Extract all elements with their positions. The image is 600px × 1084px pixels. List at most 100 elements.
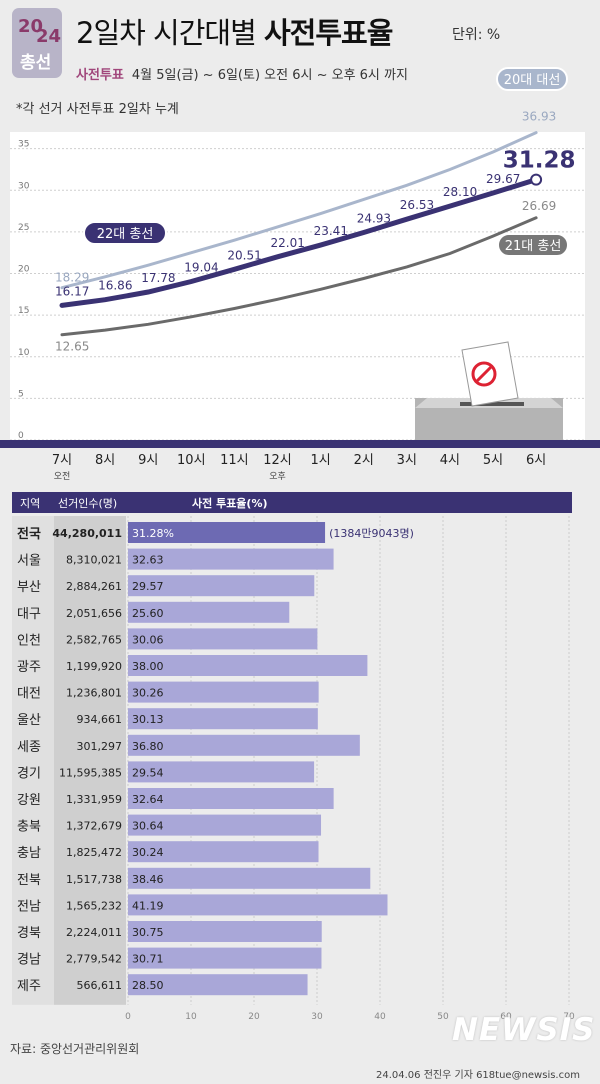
bar bbox=[128, 947, 322, 969]
legend-badge: 20대 대선 bbox=[496, 67, 568, 91]
voters-label: 2,051,656 bbox=[66, 607, 122, 620]
source-note: 자료: 중앙선거관리위원회 bbox=[10, 1042, 140, 1056]
x-tick-sublabel: 오후 bbox=[269, 471, 286, 482]
point-label: 26.53 bbox=[400, 198, 434, 212]
point-label: 24.93 bbox=[357, 211, 391, 225]
region-label: 대구 bbox=[17, 607, 41, 622]
y-tick-label: 5 bbox=[18, 389, 24, 399]
bar-value-label: 38.46 bbox=[132, 873, 164, 886]
bar-x-tick: 0 bbox=[125, 1012, 131, 1022]
voters-label: 566,611 bbox=[77, 979, 123, 992]
credit-line: 24.04.06 전진우 기자 618tue@newsis.com bbox=[376, 1070, 580, 1081]
region-label: 경북 bbox=[17, 926, 41, 941]
region-label: 충남 bbox=[17, 846, 41, 861]
bar bbox=[128, 628, 318, 650]
x-tick-label: 2시 bbox=[354, 453, 374, 468]
bar-x-tick: 10 bbox=[185, 1012, 197, 1022]
y-tick-label: 25 bbox=[18, 223, 29, 233]
bar-value-label: 28.50 bbox=[132, 979, 164, 992]
point-label: 16.17 bbox=[55, 284, 89, 298]
x-tick-label: 8시 bbox=[95, 453, 115, 468]
x-tick-label: 5시 bbox=[483, 453, 503, 468]
bar-value-label: 36.80 bbox=[132, 740, 164, 753]
header-region: 지역 bbox=[20, 497, 41, 510]
voters-label: 1,199,920 bbox=[66, 660, 122, 673]
unit-label: 단위: % bbox=[452, 27, 501, 43]
bar-value-label: 29.54 bbox=[132, 766, 164, 779]
point-label: 31.28 bbox=[503, 148, 576, 174]
point-label: 36.93 bbox=[522, 110, 556, 124]
bar bbox=[128, 681, 319, 703]
bar bbox=[128, 974, 308, 996]
logo-word: 총선 bbox=[20, 53, 51, 73]
bar-value-label: 30.71 bbox=[132, 953, 164, 966]
bar bbox=[128, 921, 322, 942]
bar-x-tick: 20 bbox=[248, 1012, 260, 1022]
bar-value-label: 30.64 bbox=[132, 820, 164, 833]
point-label: 19.04 bbox=[184, 261, 218, 275]
x-tick-label: 4시 bbox=[440, 453, 460, 468]
point-label: 16.86 bbox=[98, 279, 132, 293]
region-label: 경남 bbox=[17, 953, 41, 968]
bar-value-label: 32.64 bbox=[132, 793, 164, 806]
bar bbox=[128, 761, 315, 783]
point-label: 23.41 bbox=[314, 224, 348, 238]
election-2024-logo: 20 24 총선 bbox=[12, 8, 62, 78]
voters-label: 1,236,801 bbox=[66, 687, 122, 700]
point-label: 29.67 bbox=[486, 172, 520, 186]
series-line-2 bbox=[60, 216, 538, 337]
x-tick-sublabel: 오전 bbox=[54, 471, 71, 482]
region-label: 경기 bbox=[17, 766, 41, 781]
region-label: 전북 bbox=[17, 873, 41, 888]
voters-label: 1,372,679 bbox=[66, 820, 122, 833]
voters-label: 301,297 bbox=[77, 740, 123, 753]
voters-column-bg bbox=[54, 516, 126, 1005]
voters-label: 934,661 bbox=[77, 713, 123, 726]
ballot-box-illustration bbox=[415, 341, 563, 440]
chart-note: *각 선거 사전투표 2일차 누계 bbox=[16, 102, 179, 117]
logo-year-top: 20 bbox=[18, 16, 43, 37]
newsis-watermark: NEWSIS bbox=[452, 1012, 596, 1048]
region-label: 서울 bbox=[17, 554, 41, 569]
x-tick-label: 9시 bbox=[138, 453, 158, 468]
bar-table-header: 지역 선거인수(명) 사전 투표율(%) bbox=[12, 492, 572, 513]
bar bbox=[128, 601, 290, 623]
bar-x-tick: 40 bbox=[374, 1012, 386, 1022]
legend-label: 20대 대선 bbox=[504, 73, 561, 88]
page-title: 2일차 시간대별 사전투표율 bbox=[76, 16, 393, 50]
series-end-marker bbox=[530, 173, 543, 186]
series-line-1 bbox=[59, 177, 539, 308]
voters-label: 2,779,542 bbox=[66, 953, 122, 966]
voters-label: 1,825,472 bbox=[66, 846, 122, 859]
point-label: 28.10 bbox=[443, 185, 477, 199]
bar bbox=[128, 814, 322, 836]
voters-label: 2,884,261 bbox=[66, 580, 122, 593]
voters-label: 2,582,765 bbox=[66, 633, 122, 646]
header-rate: 사전 투표율(%) bbox=[192, 497, 268, 510]
bar bbox=[128, 841, 319, 863]
point-label: 18.29 bbox=[55, 271, 89, 285]
point-label: 26.69 bbox=[522, 199, 556, 213]
point-label: 22.01 bbox=[271, 236, 305, 250]
x-tick-label: 3시 bbox=[397, 453, 417, 468]
x-tick-label: 1시 bbox=[310, 453, 330, 468]
x-tick-label: 6시 bbox=[526, 453, 546, 468]
bar-x-tick: 50 bbox=[437, 1012, 449, 1022]
legend-label: 21대 총선 bbox=[505, 239, 562, 254]
bar-value-label: 38.00 bbox=[132, 660, 164, 673]
bar-x-tick: 70 bbox=[563, 1012, 575, 1022]
bar-value-label: 41.19 bbox=[132, 899, 164, 912]
y-tick-label: 15 bbox=[18, 306, 29, 316]
voters-label: 1,331,959 bbox=[66, 793, 122, 806]
series-line-0 bbox=[60, 131, 538, 290]
voters-label: 2,224,011 bbox=[66, 926, 122, 939]
region-label: 광주 bbox=[17, 660, 41, 675]
voters-label: 44,280,011 bbox=[52, 527, 122, 540]
subtitle: 사전투표 4월 5일(금) ~ 6일(토) 오전 6시 ~ 오후 6시 까지 bbox=[76, 64, 408, 83]
region-label: 대전 bbox=[17, 687, 41, 702]
voters-label: 1,517,738 bbox=[66, 873, 122, 886]
bar-x-tick: 30 bbox=[311, 1012, 323, 1022]
x-tick-label: 7시 bbox=[52, 453, 72, 468]
bar-value-label: 30.13 bbox=[132, 713, 164, 726]
bar-value-label: 29.57 bbox=[132, 580, 164, 593]
